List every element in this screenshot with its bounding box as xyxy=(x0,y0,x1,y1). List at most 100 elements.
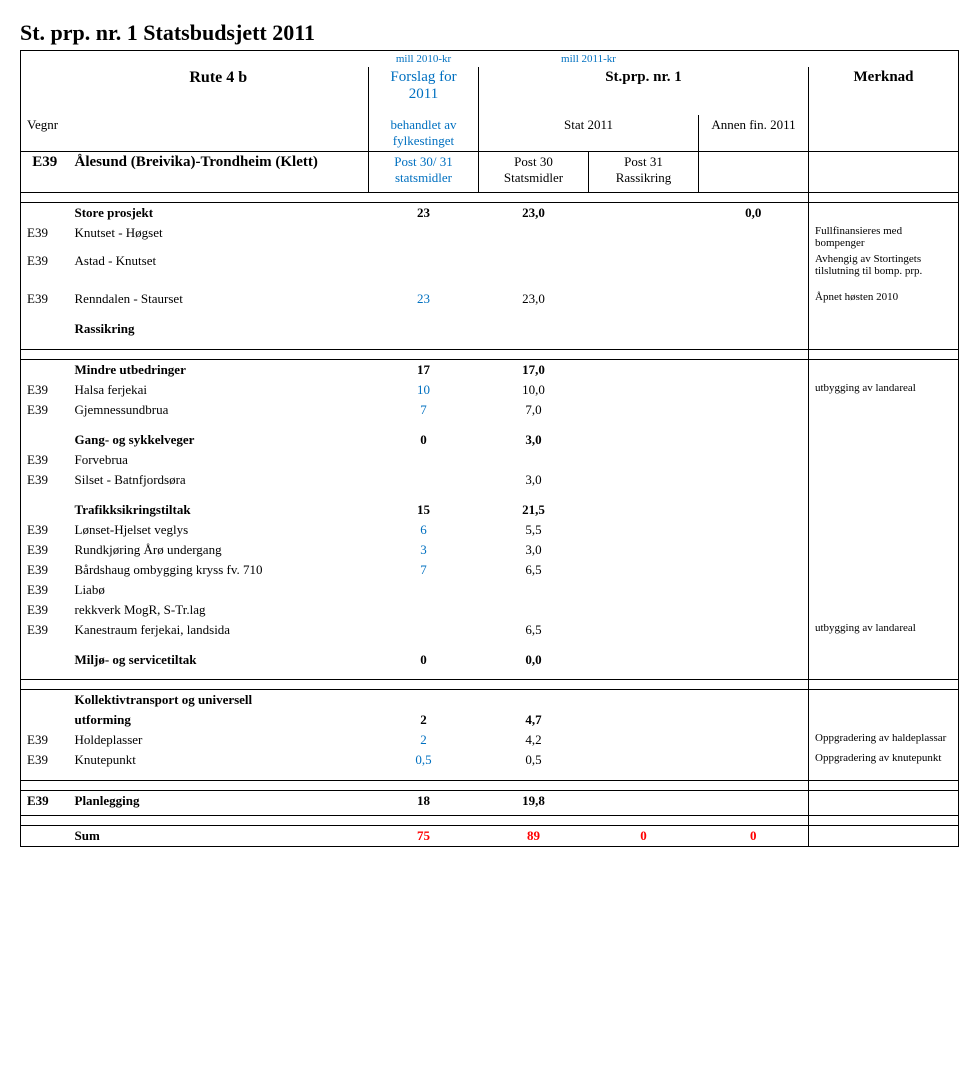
store-c2: 23,0 xyxy=(479,203,589,224)
kollektiv-c2: 4,7 xyxy=(479,710,589,730)
behandlet-label: behandlet av fylkestinget xyxy=(369,115,479,152)
holde-label: Holdeplasser xyxy=(69,730,369,750)
route-name-cell: Ålesund (Breivika)-Trondheim (Klett) xyxy=(69,152,369,189)
gang-label: Gang- og sykkelveger xyxy=(69,430,369,450)
planlegging-c2: 19,8 xyxy=(479,790,589,811)
sum-label: Sum xyxy=(69,825,369,846)
renndalen-c2: 23,0 xyxy=(479,289,589,309)
post31-label: Post 31 Rassikring xyxy=(589,152,699,189)
halsa-note: utbygging av landareal xyxy=(809,380,959,400)
renndalen-c1: 23 xyxy=(369,289,479,309)
post3031-label: Post 30/ 31 statsmidler xyxy=(369,152,479,189)
forvebrua-label: Forvebrua xyxy=(69,450,369,470)
annenfin-label: Annen fin. 2011 xyxy=(699,115,809,152)
lonset-label: Lønset-Hjelset veglys xyxy=(69,520,369,540)
store-prosjekt-label: Store prosjekt xyxy=(69,203,369,224)
miljo-c2: 0,0 xyxy=(479,650,589,670)
table-row: E39 xyxy=(21,470,69,490)
sum-c3: 0 xyxy=(589,825,699,846)
holde-note: Oppgradering av haldeplassar xyxy=(809,730,959,750)
knutset-hogset-label: Knutset - Høgset xyxy=(69,223,369,251)
rundkj-c2: 3,0 xyxy=(479,540,589,560)
knutset-hogset-note: Fullfinansieres med bompenger xyxy=(809,223,959,251)
sum-c1: 75 xyxy=(369,825,479,846)
table-row: E39 xyxy=(21,750,69,770)
table-row: E39 xyxy=(21,380,69,400)
table-row: E39 xyxy=(21,790,69,811)
table-row: E39 xyxy=(21,600,69,620)
rundkj-label: Rundkjøring Årø undergang xyxy=(69,540,369,560)
miljo-c1: 0 xyxy=(369,650,479,670)
silset-c2: 3,0 xyxy=(479,470,589,490)
store-c4: 0,0 xyxy=(699,203,809,224)
planlegging-label: Planlegging xyxy=(69,790,369,811)
mindre-c1: 17 xyxy=(369,359,479,380)
bardshaug-label: Bårdshaug ombygging kryss fv. 710 xyxy=(69,560,369,580)
astad-knutset-label: Astad - Knutset xyxy=(69,251,369,279)
knutepunkt-note: Oppgradering av knutepunkt xyxy=(809,750,959,770)
liabo-label: Liabø xyxy=(69,580,369,600)
gjemnes-label: Gjemnessundbrua xyxy=(69,400,369,420)
gang-c2: 3,0 xyxy=(479,430,589,450)
gjemnes-c2: 7,0 xyxy=(479,400,589,420)
route-label: Rute 4 b xyxy=(69,67,369,105)
planlegging-c1: 18 xyxy=(369,790,479,811)
table-row: E39 xyxy=(21,730,69,750)
mindre-c2: 17,0 xyxy=(479,359,589,380)
route-code-cell: E39 xyxy=(21,152,69,189)
rekkverk-label: rekkverk MogR, S-Tr.lag xyxy=(69,600,369,620)
table-row: E39 xyxy=(21,540,69,560)
kanestraum-note: utbygging av landareal xyxy=(809,620,959,640)
mill-2010-label: mill 2010-kr xyxy=(369,51,479,68)
miljo-label: Miljø- og servicetiltak xyxy=(69,650,369,670)
holde-c2: 4,2 xyxy=(479,730,589,750)
rundkj-c1: 3 xyxy=(369,540,479,560)
gjemnes-c1: 7 xyxy=(369,400,479,420)
lonset-c2: 5,5 xyxy=(479,520,589,540)
renndalen-label: Renndalen - Staurset xyxy=(69,289,369,309)
sum-c4: 0 xyxy=(699,825,809,846)
kollektiv-label-1: Kollektivtransport og universell xyxy=(69,690,369,711)
trafikk-c2: 21,5 xyxy=(479,500,589,520)
stprp-label: St.prp. nr. 1 xyxy=(479,67,809,105)
table-row: E39 xyxy=(21,620,69,640)
renndalen-note: Åpnet høsten 2010 xyxy=(809,289,959,309)
trafikk-label: Trafikksikringstiltak xyxy=(69,500,369,520)
table-row: E39 xyxy=(21,560,69,580)
lonset-c1: 6 xyxy=(369,520,479,540)
rassikring-label: Rassikring xyxy=(69,319,369,339)
stat2011-label: Stat 2011 xyxy=(479,115,699,152)
mill-2011-label: mill 2011-kr xyxy=(479,51,699,68)
holde-c1: 2 xyxy=(369,730,479,750)
mindre-label: Mindre utbedringer xyxy=(69,359,369,380)
astad-knutset-note: Avhengig av Stortingets tilslutning til … xyxy=(809,251,959,279)
post30-label: Post 30 Statsmidler xyxy=(479,152,589,189)
halsa-label: Halsa ferjekai xyxy=(69,380,369,400)
kanestraum-c2: 6,5 xyxy=(479,620,589,640)
silset-label: Silset - Batnfjordsøra xyxy=(69,470,369,490)
gang-c1: 0 xyxy=(369,430,479,450)
table-row: E39 xyxy=(21,251,69,279)
table-row: E39 xyxy=(21,223,69,251)
knutepunkt-c1: 0,5 xyxy=(369,750,479,770)
vegnr-label: Vegnr xyxy=(21,115,69,152)
bardshaug-c1: 7 xyxy=(369,560,479,580)
table-row: E39 xyxy=(21,289,69,309)
merknad-label: Merknad xyxy=(809,67,959,105)
table-row: E39 xyxy=(21,520,69,540)
store-c1: 23 xyxy=(369,203,479,224)
budget-table: mill 2010-kr mill 2011-kr Rute 4 b Forsl… xyxy=(20,50,959,847)
kollektiv-c1: 2 xyxy=(369,710,479,730)
table-row: E39 xyxy=(21,580,69,600)
forslag-label: Forslag for 2011 xyxy=(369,67,479,105)
halsa-c1: 10 xyxy=(369,380,479,400)
knutepunkt-c2: 0,5 xyxy=(479,750,589,770)
trafikk-c1: 15 xyxy=(369,500,479,520)
table-row: E39 xyxy=(21,450,69,470)
kanestraum-label: Kanestraum ferjekai, landsida xyxy=(69,620,369,640)
knutepunkt-label: Knutepunkt xyxy=(69,750,369,770)
kollektiv-label-2: utforming xyxy=(69,710,369,730)
sum-c2: 89 xyxy=(479,825,589,846)
table-row: E39 xyxy=(21,400,69,420)
halsa-c2: 10,0 xyxy=(479,380,589,400)
